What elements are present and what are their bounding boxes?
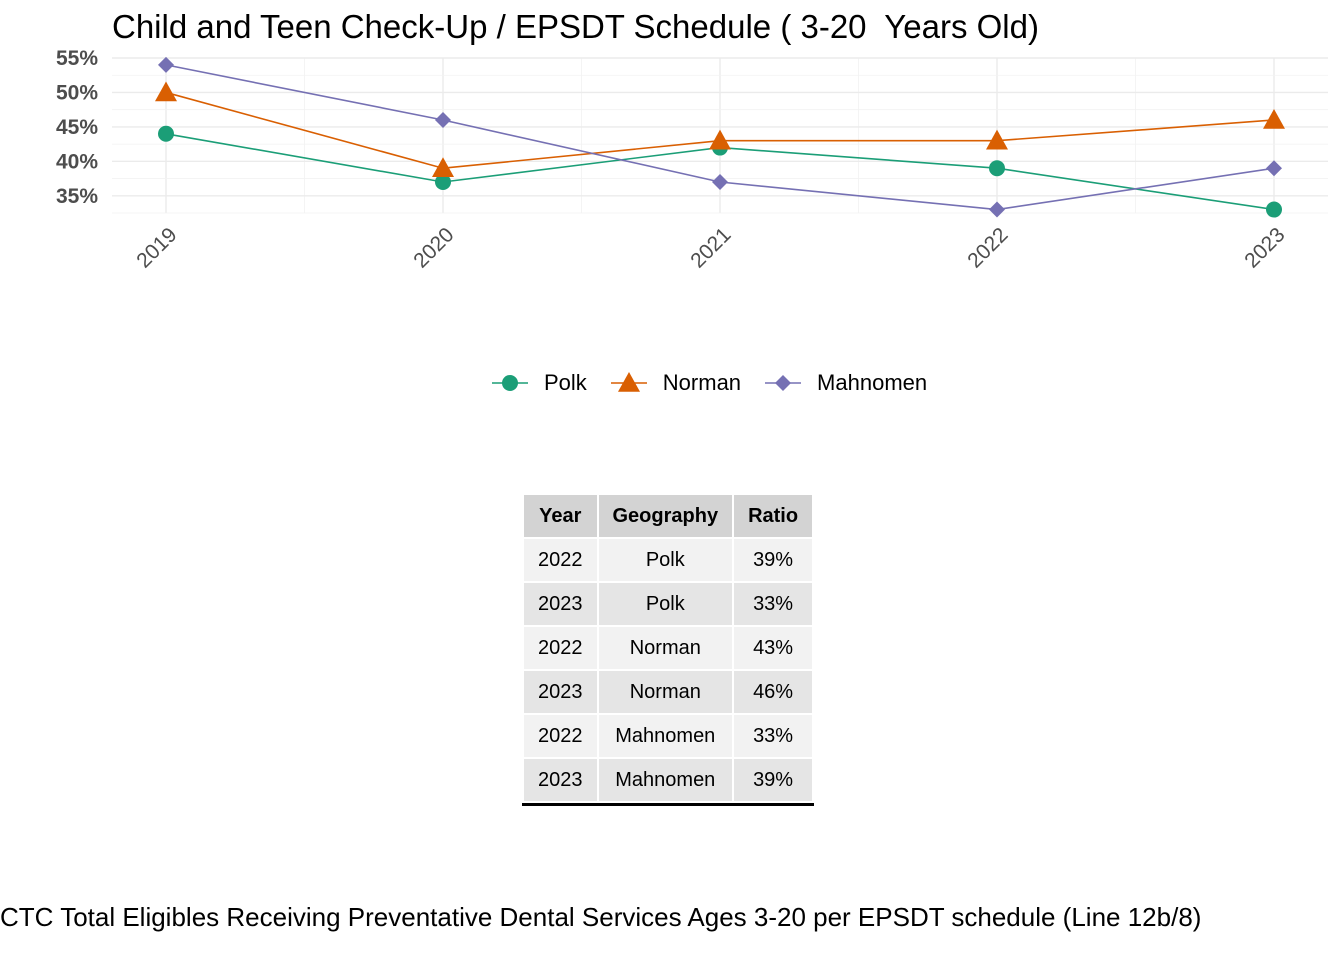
data-point <box>709 129 731 150</box>
table-cell: 2022 <box>524 715 597 757</box>
data-point <box>1266 160 1282 177</box>
x-tick-label: 2019 <box>132 223 181 272</box>
table-cell: 2023 <box>524 759 597 801</box>
legend-key-marker <box>617 372 640 392</box>
line-chart: 35% 40% 45% 50% 55% 2019 2020 2021 2022 2023 <box>56 47 1328 273</box>
series-norman <box>155 81 1285 178</box>
table-cell: 39% <box>734 539 813 581</box>
table-cell: 33% <box>734 715 813 757</box>
legend-label: Mahnomen <box>817 370 928 395</box>
data-point <box>158 56 174 73</box>
table-cell: Norman <box>598 671 733 713</box>
x-tick-label: 2023 <box>1240 223 1289 272</box>
table-cell: 2022 <box>524 627 597 669</box>
y-tick-label: 45% <box>56 116 98 139</box>
data-point <box>158 125 174 142</box>
legend-item-mahnomen: Mahnomen <box>763 368 927 398</box>
table-header-cell: Ratio <box>734 495 813 537</box>
table-cell: Polk <box>598 539 733 581</box>
data-point <box>1263 109 1285 129</box>
table-row: 2022 Mahnomen 33% <box>524 715 813 757</box>
x-tick-label: 2021 <box>686 223 735 272</box>
table-row: 2022 Norman 43% <box>524 627 813 669</box>
table-cell: 2022 <box>524 539 597 581</box>
data-table: Year Geography Ratio 2022 Polk 39% 2023 Polk 33… <box>522 493 815 806</box>
table-header-row: Year Geography Ratio <box>524 495 813 537</box>
table-cell: 2023 <box>524 671 597 713</box>
legend-key-triangle-icon <box>610 372 647 392</box>
data-point <box>1266 201 1282 218</box>
series-mahnomen <box>158 56 1282 218</box>
data-point <box>155 81 177 102</box>
table-cell: 2023 <box>524 583 597 625</box>
legend-key-marker <box>775 375 792 391</box>
table-row: 2023 Mahnomen 39% <box>524 759 813 801</box>
legend-item-norman: Norman <box>609 368 741 398</box>
table-body: 2022 Polk 39% 2023 Polk 33% 2022 Norman 43% 2023 N… <box>524 539 813 801</box>
y-tick-label: 35% <box>56 185 98 208</box>
table-cell: 33% <box>734 583 813 625</box>
table-cell: Mahnomen <box>598 759 733 801</box>
legend-key-circle-icon <box>492 375 528 391</box>
data-point <box>989 201 1005 218</box>
chart-caption: CTC Total Eligibles Receiving Preventati… <box>0 902 1202 932</box>
data-point <box>986 129 1008 150</box>
table-row: 2022 Polk 39% <box>524 539 813 581</box>
y-tick-label: 40% <box>56 150 98 173</box>
table-header-cell: Year <box>524 495 597 537</box>
x-tick-label: 2020 <box>409 223 458 272</box>
table-cell: 43% <box>734 627 813 669</box>
legend-label: Norman <box>662 370 742 395</box>
table-cell: Polk <box>598 583 733 625</box>
data-point <box>432 157 454 178</box>
data-point <box>712 174 728 190</box>
table-cell: Mahnomen <box>598 715 733 757</box>
table-row: 2023 Polk 33% <box>524 583 813 625</box>
table-cell: 39% <box>734 759 813 801</box>
table-row: 2023 Norman 46% <box>524 671 813 713</box>
x-tick-label: 2022 <box>963 223 1012 272</box>
legend: Polk Norman Mahnomen <box>490 368 949 398</box>
table-cell: 46% <box>734 671 813 713</box>
x-axis-ticks: 2019 2020 2021 2022 2023 <box>132 223 1289 272</box>
data-point <box>435 174 451 190</box>
series-group <box>155 56 1285 218</box>
legend-item-polk: Polk <box>490 368 587 398</box>
y-axis-ticks: 35% 40% 45% 50% 55% <box>56 47 98 208</box>
legend-key-marker <box>502 375 518 391</box>
table-header-cell: Geography <box>598 495 733 537</box>
chart-title: Child and Teen Check-Up / EPSDT Schedule… <box>112 8 1039 45</box>
table-cell: Norman <box>598 627 733 669</box>
legend-key-diamond-icon <box>765 375 802 391</box>
legend-label: Polk <box>544 370 587 395</box>
data-point <box>989 160 1005 177</box>
data-point <box>435 112 451 128</box>
y-tick-label: 50% <box>56 81 98 104</box>
y-tick-label: 55% <box>56 47 98 70</box>
